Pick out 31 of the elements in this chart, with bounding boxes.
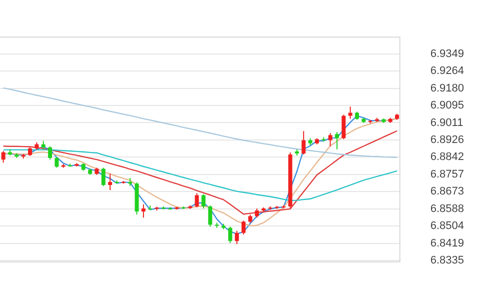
candlestick: [108, 173, 112, 191]
candlestick: [202, 194, 206, 209]
candlestick: [48, 146, 52, 160]
candlestick: [228, 226, 232, 244]
candlestick: [242, 220, 246, 236]
y-tick-label: 6.8757: [430, 168, 464, 180]
y-tick-label: 6.8588: [430, 202, 464, 215]
y-tick-label: 6.8419: [430, 237, 464, 250]
y-tick-label: 6.9349: [430, 48, 464, 60]
candlestick: [334, 132, 339, 150]
candlestick: [208, 204, 212, 228]
candlestick: [342, 114, 346, 140]
y-tick-label: 6.9264: [430, 65, 464, 78]
candlestick: [328, 132, 332, 147]
y-tick-label: 6.9011: [430, 116, 464, 129]
candlestick: [54, 156, 59, 168]
y-tick-label: 6.8335: [430, 254, 464, 266]
candlestick: [302, 130, 306, 155]
candlestick: [1, 150, 6, 164]
y-tick-label: 6.8673: [430, 186, 464, 198]
y-tick-label: 6.8842: [430, 151, 464, 164]
y-tick-label: 6.8926: [430, 134, 464, 146]
y-tick-label: 6.9180: [430, 82, 464, 94]
candlestick: [141, 204, 146, 218]
candlestick: [254, 208, 259, 218]
y-tick-label: 6.9095: [430, 100, 464, 112]
candlestick: [348, 106, 352, 120]
candlestick: [101, 167, 106, 187]
y-tick-label: 6.8504: [430, 220, 464, 232]
candlestick: [194, 192, 199, 208]
candlestick: [234, 230, 239, 245]
